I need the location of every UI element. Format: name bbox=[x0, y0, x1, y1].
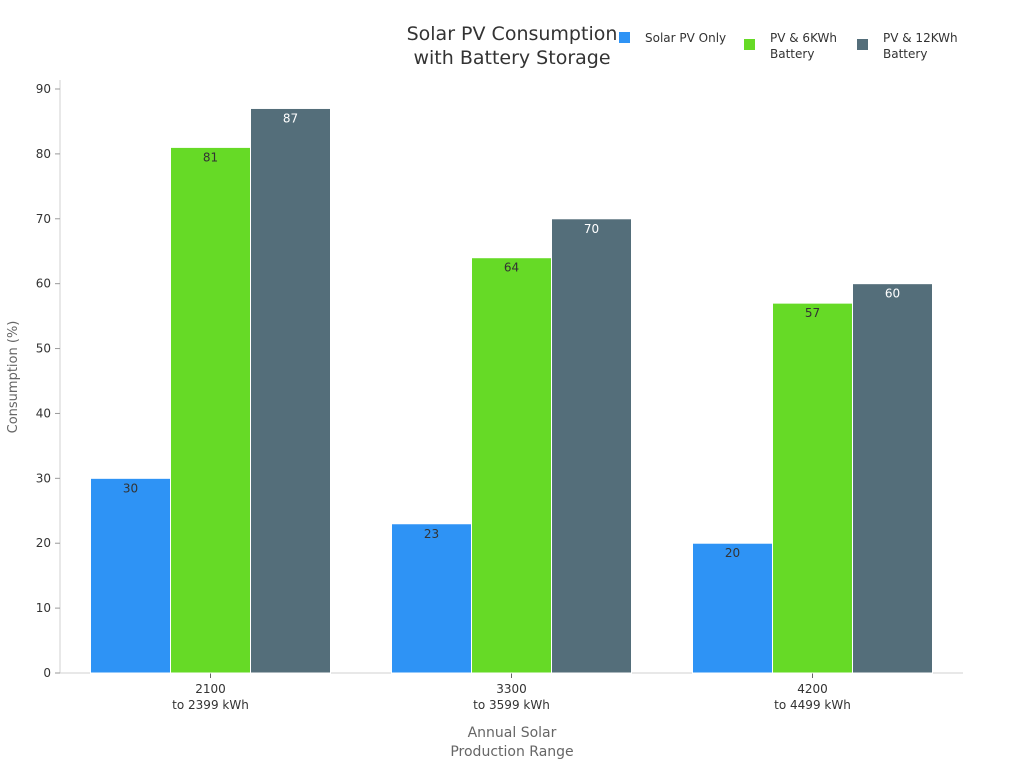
data-label: 81 bbox=[203, 150, 218, 164]
legend-swatch bbox=[744, 39, 755, 50]
bar bbox=[852, 283, 933, 674]
chart-title: with Battery Storage bbox=[413, 47, 610, 69]
x-tick-label: to 3599 kWh bbox=[473, 698, 550, 712]
x-axis-label: Annual Solar bbox=[468, 725, 557, 741]
legend-swatch bbox=[619, 32, 630, 43]
y-tick-label: 20 bbox=[36, 536, 51, 550]
y-tick-label: 0 bbox=[43, 666, 51, 680]
legend-label: Solar PV Only bbox=[645, 31, 726, 45]
legend-swatch bbox=[857, 39, 868, 50]
data-label: 20 bbox=[725, 546, 740, 560]
bar bbox=[90, 477, 171, 674]
legend-label: Battery bbox=[883, 47, 927, 61]
legend-label: Battery bbox=[770, 47, 814, 61]
x-tick-label: 4200 bbox=[797, 682, 828, 696]
data-label: 70 bbox=[584, 222, 599, 236]
bar bbox=[170, 146, 251, 674]
y-tick-label: 40 bbox=[36, 406, 51, 420]
bar bbox=[551, 218, 632, 674]
bar bbox=[692, 542, 773, 674]
data-label: 23 bbox=[424, 527, 439, 541]
x-tick-label: 3300 bbox=[496, 682, 527, 696]
y-tick-label: 10 bbox=[36, 601, 51, 615]
y-tick-label: 70 bbox=[36, 212, 51, 226]
data-label: 30 bbox=[123, 481, 138, 495]
bar bbox=[471, 257, 552, 674]
y-tick-label: 50 bbox=[36, 342, 51, 356]
bar bbox=[772, 302, 853, 674]
x-tick-label: to 2399 kWh bbox=[172, 698, 249, 712]
legend-label: PV & 12KWh bbox=[883, 31, 958, 45]
x-tick-label: 2100 bbox=[195, 682, 226, 696]
bar bbox=[250, 107, 331, 674]
y-tick-label: 60 bbox=[36, 277, 51, 291]
y-tick-label: 30 bbox=[36, 471, 51, 485]
data-label: 60 bbox=[885, 287, 900, 301]
data-label: 64 bbox=[504, 261, 519, 275]
x-axis-label: Production Range bbox=[450, 744, 573, 760]
data-label: 87 bbox=[283, 111, 298, 125]
y-tick-label: 80 bbox=[36, 147, 51, 161]
x-tick-label: to 4499 kWh bbox=[774, 698, 851, 712]
y-tick-label: 90 bbox=[36, 82, 51, 96]
data-label: 57 bbox=[805, 306, 820, 320]
y-axis-label: Consumption (%) bbox=[6, 321, 21, 434]
legend-label: PV & 6KWh bbox=[770, 31, 837, 45]
bar bbox=[391, 523, 472, 674]
chart-title: Solar PV Consumption bbox=[407, 23, 618, 45]
